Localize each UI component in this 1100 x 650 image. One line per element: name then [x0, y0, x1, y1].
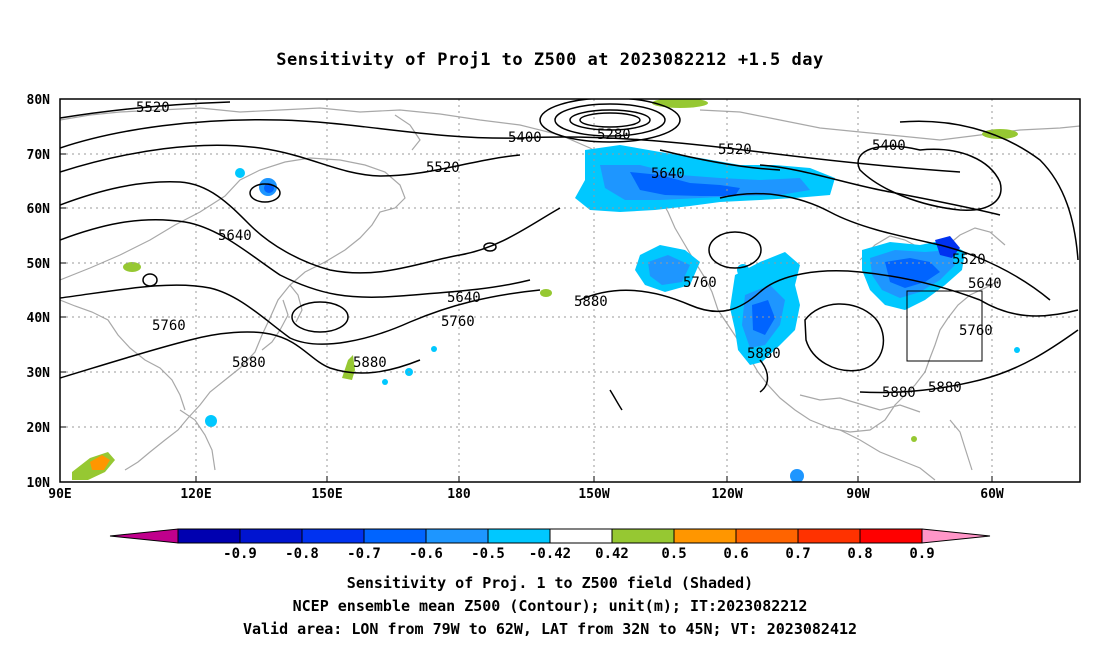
colorbar-segment: [673, 528, 737, 544]
contour-label: 5880: [882, 385, 916, 401]
contour-label: 5880: [747, 346, 781, 362]
contour-labels: 5520 5400 5280 5520 5400 5520 5640 5640 …: [136, 100, 1002, 401]
colorbar-tick-label: 0.8: [847, 546, 872, 562]
lon-label: 120W: [711, 487, 742, 502]
colorbar-segment: [239, 528, 303, 544]
longitude-labels: 90E 120E 150E 180 150W 120W 90W 60W: [48, 487, 1004, 502]
positive-patches: [72, 99, 1018, 480]
lat-label: 50N: [27, 257, 51, 272]
colorbar-tick-label: 0.7: [785, 546, 810, 562]
colorbar-tick-label: 0.6: [723, 546, 748, 562]
contour-label: 5280: [597, 127, 631, 143]
colorbar-tick-label: -0.5: [471, 546, 505, 562]
sensitivity-shading: [205, 145, 1020, 482]
sensitivity-map: 5520 5400 5280 5520 5400 5520 5640 5640 …: [27, 93, 1081, 562]
colorbar: -0.9 -0.8 -0.7 -0.6 -0.5 -0.42 0.42 0.5 0.6 0.7 0.…: [109, 528, 991, 562]
lon-label: 150W: [578, 487, 609, 502]
gridlines: [60, 99, 1080, 482]
caption-contour: NCEP ensemble mean Z500 (Contour); unit(…: [292, 597, 808, 615]
lon-label: 90E: [48, 487, 71, 502]
colorbar-segment: [859, 528, 923, 544]
colorbar-segment: [177, 528, 241, 544]
lat-label: 20N: [27, 421, 51, 436]
colorbar-tick-label: -0.42: [529, 546, 571, 562]
colorbar-segment: [487, 528, 551, 544]
contour-label: 5880: [232, 355, 266, 371]
caption-valid-area: Valid area: LON from 79W to 62W, LAT fro…: [242, 620, 858, 638]
colorbar-segment: [735, 528, 799, 544]
latitude-labels: 80N 70N 60N 50N 40N 30N 20N 10N: [27, 93, 51, 491]
lon-label: 180: [447, 487, 471, 502]
lon-label: 150E: [311, 487, 342, 502]
colorbar-segment: [797, 528, 861, 544]
contour-label: 5400: [508, 130, 542, 146]
colorbar-tick-label: -0.9: [223, 546, 257, 562]
contour-label: 5400: [872, 138, 906, 154]
contour-label: 5880: [928, 380, 962, 396]
contour-label: 5880: [353, 355, 387, 371]
lat-label: 10N: [27, 476, 51, 491]
colorbar-segment: [611, 528, 675, 544]
lon-label: 60W: [980, 487, 1004, 502]
colorbar-tick-label: 0.42: [595, 546, 629, 562]
colorbar-segment: [363, 528, 427, 544]
lon-label: 90W: [846, 487, 870, 502]
contour-label: 5520: [952, 252, 986, 268]
lat-label: 40N: [27, 311, 51, 326]
colorbar-tick-label: -0.8: [285, 546, 319, 562]
lat-label: 60N: [27, 202, 51, 217]
contour-label: 5760: [683, 275, 717, 291]
contour-label: 5640: [651, 166, 685, 182]
colorbar-max-triangle: [921, 528, 991, 544]
contour-label: 5760: [959, 323, 993, 339]
map-title: Sensitivity of Proj1 to Z500 at 20230822…: [276, 50, 824, 70]
contour-label: 5640: [968, 276, 1002, 292]
colorbar-segment: [549, 528, 613, 544]
contour-label: 5760: [152, 318, 186, 334]
lat-label: 80N: [27, 93, 51, 108]
colorbar-tick-label: 0.5: [661, 546, 686, 562]
lon-label: 120E: [180, 487, 211, 502]
colorbar-tick-label: -0.7: [347, 546, 381, 562]
contour-label: 5880: [574, 294, 608, 310]
contour-label: 5520: [136, 100, 170, 116]
map-border: [59, 98, 1081, 483]
lat-label: 30N: [27, 366, 51, 381]
valid-area-box: [906, 290, 983, 362]
lat-label: 70N: [27, 148, 51, 163]
z500-contours: [60, 99, 1079, 411]
contour-label: 5520: [718, 142, 752, 158]
contour-label: 5520: [426, 160, 460, 176]
colorbar-tick-label: -0.6: [409, 546, 443, 562]
caption-shaded: Sensitivity of Proj. 1 to Z500 field (Sh…: [346, 574, 754, 592]
contour-label: 5640: [447, 290, 481, 306]
contour-label: 5640: [218, 228, 252, 244]
colorbar-segment: [425, 528, 489, 544]
axis-ticks: [60, 98, 993, 483]
contour-label: 5760: [441, 314, 475, 330]
colorbar-segment: [301, 528, 365, 544]
colorbar-tick-label: 0.9: [909, 546, 934, 562]
colorbar-min-triangle: [109, 528, 179, 544]
